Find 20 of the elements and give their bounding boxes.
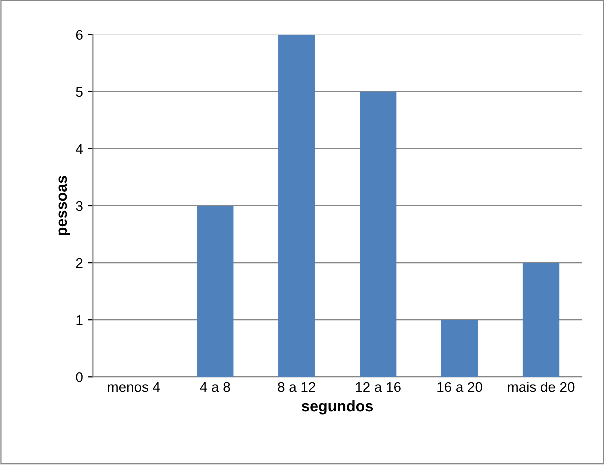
x-tick-label: 8 a 12 <box>278 382 316 392</box>
bar <box>441 320 478 378</box>
y-tick-label: 3 <box>76 201 83 212</box>
y-axis-title: pessoas <box>58 176 70 236</box>
x-tick-label: 4 a 8 <box>200 382 230 392</box>
x-tick-label: 16 a 20 <box>438 382 482 392</box>
y-tick-label: 1 <box>76 316 83 326</box>
y-tick-label: 0 <box>76 372 83 382</box>
y-tick-label: 4 <box>76 144 84 154</box>
bar <box>522 263 560 378</box>
bar <box>360 92 397 378</box>
x-tick-label: mais de 20 <box>508 382 575 392</box>
y-tick-label: 2 <box>76 258 83 268</box>
x-tick-label: 12 a 16 <box>356 382 401 392</box>
x-axis-title: segundos <box>302 400 374 415</box>
y-tick-label: 5 <box>76 87 83 98</box>
bar <box>278 34 316 378</box>
y-tick-label: 6 <box>76 30 83 40</box>
x-tick-label: menos 4 <box>108 382 160 392</box>
bar <box>197 206 234 378</box>
